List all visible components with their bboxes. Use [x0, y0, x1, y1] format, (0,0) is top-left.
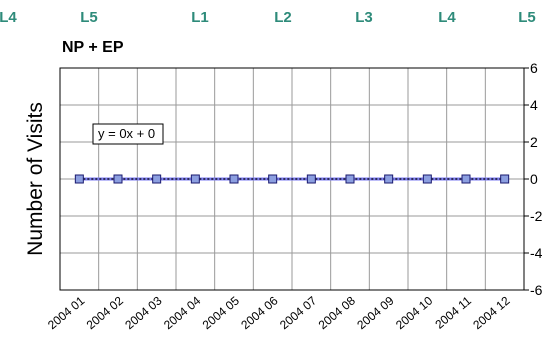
y-tick-label: -6 — [530, 282, 543, 298]
band-label: L5 — [518, 9, 536, 26]
x-tick-label: 2004 10 — [393, 293, 435, 332]
x-tick-label: 2004 12 — [470, 293, 512, 332]
data-point — [500, 174, 510, 184]
y-tick-label: 0 — [530, 171, 538, 187]
data-point — [345, 174, 355, 184]
series — [74, 174, 510, 184]
x-tick-label: 2004 08 — [316, 293, 358, 332]
trendline-equation-box: y = 0x + 0 — [92, 123, 164, 145]
band-labels: L4 L5 L1 L2 L3 L4 L5 — [0, 9, 536, 26]
data-point — [422, 174, 432, 184]
x-tick-label: 2004 09 — [354, 293, 396, 332]
data-point — [306, 174, 316, 184]
data-point — [190, 174, 200, 184]
y-tick-label: 4 — [530, 97, 538, 113]
data-point — [229, 174, 239, 184]
y-tick-label: 2 — [530, 134, 538, 150]
data-point — [461, 174, 471, 184]
trendline-equation: y = 0x + 0 — [98, 126, 155, 141]
band-label: L1 — [191, 9, 209, 26]
band-label: L2 — [274, 9, 292, 26]
y-tick-label: -2 — [530, 208, 543, 224]
y-tick-label: -4 — [530, 245, 543, 261]
data-point — [384, 174, 394, 184]
x-tick-label: 2004 04 — [161, 293, 203, 332]
data-point — [152, 174, 162, 184]
chart-title: NP + EP — [62, 39, 124, 56]
x-tick-label: 2004 06 — [238, 293, 280, 332]
x-tick-label: 2004 03 — [122, 293, 164, 332]
x-tick-label: 2004 02 — [84, 293, 126, 332]
y-axis-label: Number of Visits — [24, 102, 47, 256]
band-label: L4 — [438, 9, 456, 26]
data-point — [113, 174, 123, 184]
x-tick-label: 2004 05 — [200, 293, 242, 332]
trendline-equation-frame — [92, 123, 164, 145]
band-label: L3 — [355, 9, 373, 26]
y-axis-ticks: 6 4 2 0 -2 -4 -6 — [524, 60, 543, 298]
band-label: L4 — [0, 9, 17, 26]
y-tick-label: 6 — [530, 60, 538, 76]
band-label: L5 — [80, 9, 98, 26]
data-point — [74, 174, 84, 184]
data-point — [268, 174, 278, 184]
x-tick-label: 2004 01 — [45, 293, 87, 332]
x-tick-label: 2004 07 — [277, 293, 319, 332]
x-tick-label: 2004 11 — [432, 293, 474, 331]
